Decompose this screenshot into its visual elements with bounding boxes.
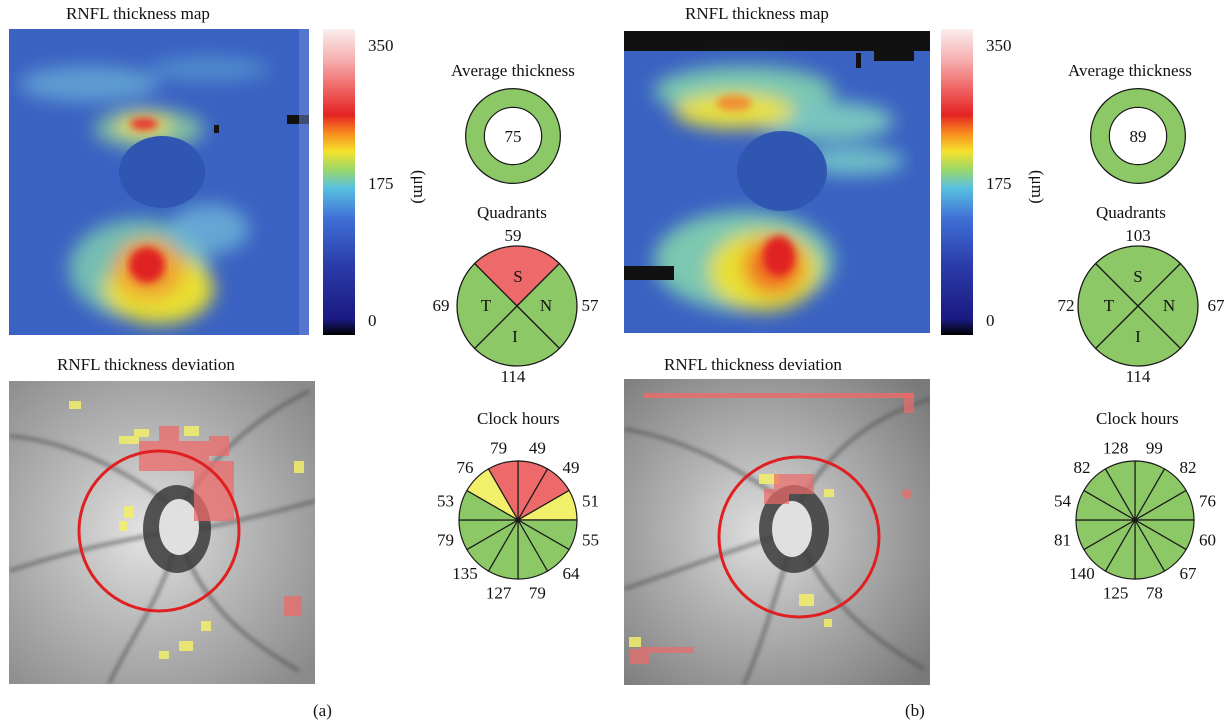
panel-b-quadrant-wheel	[1077, 245, 1199, 367]
panel-b-quadrant-t-value: 72	[1058, 296, 1075, 315]
panel-b-scale-min: 0	[986, 311, 995, 330]
panel-b-quadrant-t-label: T	[1104, 296, 1115, 315]
clock-hour-value: 54	[1054, 492, 1072, 511]
clock-hour-value: 125	[1103, 583, 1129, 602]
clock-hour-value: 76	[1199, 492, 1216, 511]
panel-b-average-value: 89	[1130, 127, 1147, 146]
panel-a-quadrant-n-value: 57	[582, 296, 600, 315]
panel-b-quadrant-n-value: 67	[1208, 296, 1226, 315]
panel-b-scale-mid: 175	[986, 174, 1012, 193]
panel-b-quadrants-chart: 103 72 67 114 S T N I	[1058, 226, 1226, 386]
panel-a-optic-disc	[119, 136, 205, 208]
panel-a-scale-unit: (μm)	[410, 170, 429, 204]
panel-b-average-ring: 89	[1090, 88, 1186, 184]
clock-hour-value: 55	[582, 530, 599, 549]
clock-hour-value: 64	[563, 564, 581, 583]
panel-b-optic-disc	[737, 131, 827, 211]
panel-b-quadrant-s-value: 103	[1125, 226, 1151, 245]
panel-a-average-title: Average thickness	[451, 61, 575, 80]
panel-a-quadrant-wheel	[456, 245, 578, 367]
quadrant-t	[456, 262, 518, 350]
panel-a-quadrant-i-value: 114	[501, 367, 526, 386]
panel-a-deviation-title: RNFL thickness deviation	[57, 355, 235, 374]
clock-hour-value: 78	[1146, 583, 1163, 602]
panel-b-caption: (b)	[905, 701, 925, 720]
panel-b-average-title: Average thickness	[1068, 61, 1192, 80]
panel-a-clock-title: Clock hours	[477, 409, 560, 428]
panel-a-average-value: 75	[505, 127, 522, 146]
clock-hour-value: 76	[456, 458, 473, 477]
clock-hour-value: 79	[437, 530, 454, 549]
panel-a-map-title: RNFL thickness map	[66, 4, 210, 23]
quadrant-i	[1094, 305, 1182, 367]
panel-a-color-scale	[323, 29, 355, 335]
clock-hour-value: 99	[1146, 439, 1163, 458]
clock-hour-value: 49	[563, 458, 580, 477]
panel-a-average-ring: 75	[465, 88, 561, 184]
panel-b-deviation-title: RNFL thickness deviation	[664, 355, 842, 374]
panel-b-clock-title: Clock hours	[1096, 409, 1179, 428]
panel-a-quadrants-title: Quadrants	[477, 203, 547, 222]
clock-hour-value: 60	[1199, 530, 1216, 549]
clock-hour-segment	[487, 460, 519, 523]
panel-a-scale-mid: 175	[368, 174, 394, 193]
clock-hour-value: 140	[1069, 564, 1095, 583]
clock-hour-value: 82	[1180, 458, 1197, 477]
panel-a-scale-min: 0	[368, 311, 377, 330]
clock-hour-value: 67	[1180, 564, 1198, 583]
panel-a-scale-max: 350	[368, 36, 394, 55]
panel-b-quadrant-s-label: S	[1133, 267, 1142, 286]
clock-hour-value: 128	[1103, 439, 1129, 458]
panel-a-caption: (a)	[313, 701, 332, 720]
panel-b-quadrant-i-value: 114	[1126, 367, 1151, 386]
quadrant-s	[1094, 245, 1182, 307]
clock-hour-value: 79	[490, 439, 507, 458]
panel-b-map-title: RNFL thickness map	[685, 4, 829, 23]
panel-a-quadrants-chart: 59 69 57 114 S T N I	[433, 226, 600, 386]
panel-b-quadrant-i-label: I	[1135, 327, 1141, 346]
panel-a-quadrant-i-label: I	[512, 327, 518, 346]
panel-a-deviation-image	[9, 381, 315, 684]
quadrant-t	[1077, 262, 1139, 350]
panel-b-color-scale	[941, 29, 973, 335]
panel-a-quadrant-s-value: 59	[505, 226, 522, 245]
panel-b-deviation-image	[624, 379, 930, 685]
clock-hour-value: 82	[1073, 458, 1090, 477]
clock-hour-segment	[1104, 460, 1136, 523]
panel-b-scale-unit: (μm)	[1028, 170, 1047, 204]
panel-b-scale-max: 350	[986, 36, 1012, 55]
panel-a-quadrant-s-label: S	[513, 267, 522, 286]
clock-hour-value: 53	[437, 492, 454, 511]
clock-hour-value: 135	[452, 564, 478, 583]
clock-hour-value: 49	[529, 439, 546, 458]
panel-b-quadrants-title: Quadrants	[1096, 203, 1166, 222]
panel-a-quadrant-t-label: T	[481, 296, 492, 315]
quadrant-n	[1137, 262, 1199, 350]
panel-b-quadrant-n-label: N	[1163, 296, 1175, 315]
quadrant-i	[473, 305, 561, 367]
panel-a-quadrant-t-value: 69	[433, 296, 450, 315]
quadrant-s	[473, 245, 561, 307]
panel-a-thickness-map	[9, 29, 309, 335]
panel-b-thickness-map	[624, 31, 930, 333]
clock-hour-value: 51	[582, 492, 599, 511]
quadrant-n	[516, 262, 578, 350]
clock-hour-value: 79	[529, 583, 546, 602]
panel-a-quadrant-n-label: N	[540, 296, 552, 315]
clock-hour-value: 127	[486, 583, 512, 602]
clock-hour-value: 81	[1054, 530, 1071, 549]
